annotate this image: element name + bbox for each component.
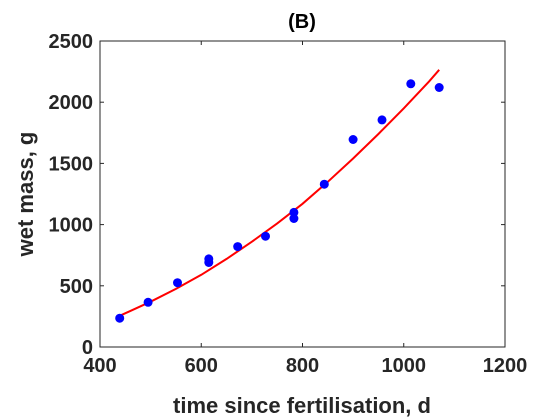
data-point — [406, 79, 416, 89]
x-tick-label: 800 — [286, 355, 319, 377]
chart-title: (B) — [288, 11, 316, 33]
data-points-layer — [115, 79, 444, 323]
x-tick-label: 400 — [83, 355, 116, 377]
data-point — [115, 313, 125, 323]
data-point — [319, 179, 329, 189]
y-tick-label: 500 — [60, 276, 93, 298]
data-point — [143, 297, 153, 307]
x-tick-label: 1000 — [382, 355, 427, 377]
y-tick-label: 1000 — [49, 215, 94, 237]
y-tick-label: 2000 — [49, 92, 94, 114]
data-point — [233, 242, 243, 252]
y-axis-title: wet mass, g — [13, 132, 38, 258]
y-tick-label: 2500 — [49, 31, 94, 53]
data-point — [173, 278, 182, 288]
data-point — [261, 231, 270, 241]
data-point — [204, 258, 214, 267]
y-tick-label: 1500 — [49, 153, 94, 175]
y-tick-label: 0 — [82, 337, 93, 359]
data-point — [289, 214, 299, 223]
y-ticks: 0 500 1000 1500 2000 2500 — [49, 31, 505, 359]
x-axis-title: time since fertilisation, d — [173, 393, 431, 418]
x-ticks: 400 600 800 1000 1200 — [83, 41, 527, 377]
data-point — [348, 135, 358, 144]
x-tick-label: 600 — [185, 355, 218, 377]
x-tick-label: 1200 — [483, 355, 528, 377]
data-point — [377, 115, 387, 125]
data-point — [434, 83, 444, 92]
plot-background — [100, 41, 505, 347]
